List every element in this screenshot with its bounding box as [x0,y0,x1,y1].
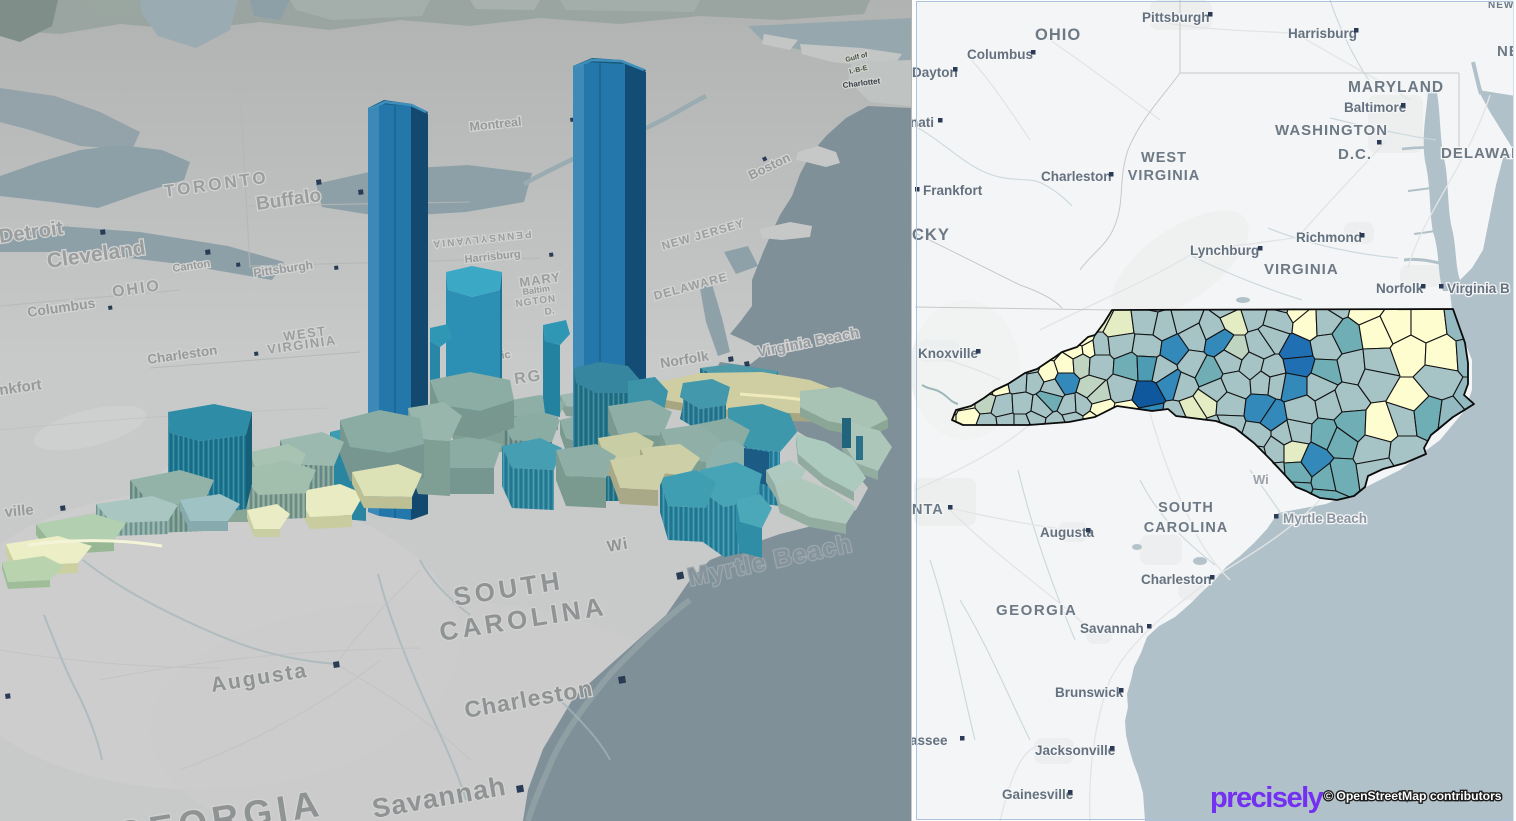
svg-text:MARYLAND: MARYLAND [1348,79,1444,96]
svg-text:Augusta: Augusta [1040,525,1094,540]
svg-text:Dayton: Dayton [912,65,958,80]
svg-text:Columbus: Columbus [967,47,1033,62]
svg-text:precisely: precisely [1210,782,1324,814]
svg-text:nati: nati [910,115,934,130]
svg-text:VIRGINIA: VIRGINIA [1128,168,1200,184]
svg-text:DELAWARE: DELAWARE [1441,145,1516,162]
svg-text:Pittsburgh: Pittsburgh [1142,10,1210,25]
svg-text:Lynchburg: Lynchburg [1190,243,1259,258]
svg-text:Myrtle Beach: Myrtle Beach [1283,511,1367,526]
svg-text:assee: assee [910,733,948,748]
svg-text:Richmond: Richmond [1296,230,1362,245]
svg-text:CAROLINA: CAROLINA [1144,520,1229,536]
svg-text:Montreal: Montreal [469,115,522,134]
svg-text:Brunswick: Brunswick [1055,685,1124,700]
svg-text:NE: NE [1497,43,1516,60]
svg-text:NTA: NTA [912,502,944,518]
svg-text:Virginia B: Virginia B [1447,281,1510,296]
svg-text:Wi: Wi [606,535,630,555]
svg-text:ville: ville [4,502,35,521]
svg-text:D.: D. [544,306,556,318]
svg-text:Knoxville: Knoxville [918,346,979,361]
svg-text:NEW: NEW [1488,0,1514,11]
svg-text:Charleston: Charleston [1141,572,1212,587]
svg-text:D.C.: D.C. [1338,146,1372,163]
svg-text:SOUTH: SOUTH [1158,500,1214,516]
svg-text:Charleston: Charleston [1041,169,1112,184]
svg-text:MARY: MARY [518,269,561,290]
svg-text:RG: RG [513,367,543,388]
svg-text:Harrisburg: Harrisburg [1288,26,1357,41]
svg-text:Wi: Wi [1253,472,1269,487]
svg-text:WASHINGTON: WASHINGTON [1275,122,1388,139]
svg-text:WEST: WEST [1141,150,1187,166]
svg-text:Savannah: Savannah [1080,621,1144,636]
svg-text:Norfolk: Norfolk [1376,281,1424,296]
svg-text:© OpenStreetMap contributors: © OpenStreetMap contributors [1324,789,1502,803]
svg-text:Baltimore: Baltimore [1344,100,1407,115]
svg-text:Jacksonville: Jacksonville [1035,743,1116,758]
svg-text:CKY: CKY [912,226,950,244]
svg-text:GEORGIA: GEORGIA [996,602,1077,619]
svg-text:VIRGINIA: VIRGINIA [1264,261,1339,278]
svg-text:WEST: WEST [282,323,327,344]
svg-text:Gainesville: Gainesville [1002,787,1074,802]
svg-text:Harrisburg: Harrisburg [464,248,521,266]
svg-text:OHIO: OHIO [1035,26,1081,44]
svg-text:Frankfort: Frankfort [923,183,983,198]
